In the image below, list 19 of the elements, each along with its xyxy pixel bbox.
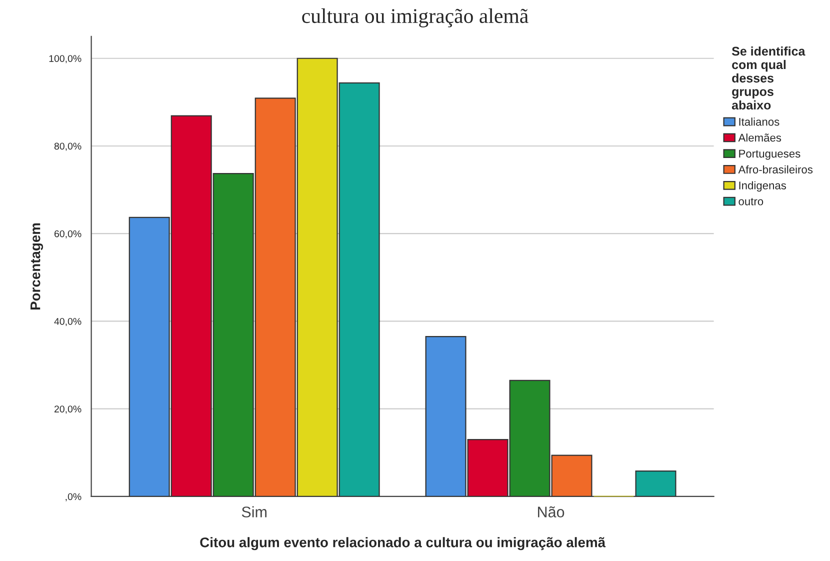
legend-label: Portugueses [739, 150, 800, 160]
legend-label: outro [738, 198, 764, 206]
legend-title: Se identifica com qual desses grupos abaixo [732, 46, 806, 110]
y-axis-title: Porcentagem [30, 223, 44, 310]
y-tick-label: 100,0% [49, 55, 82, 64]
y-tick-label: 60,0% [54, 230, 82, 238]
bar [635, 470, 676, 496]
x-tick-label: Não [538, 506, 564, 518]
y-tick-label: 20,0% [54, 406, 82, 414]
x-axis-title: Citou algum evento relacionado a cultura ou imigração alemã [200, 537, 606, 550]
legend-label: Alemães [738, 133, 782, 142]
legend-label: Indigenas [739, 181, 786, 192]
legend-label: Italianos [739, 118, 780, 126]
y-tick-label: 80,0% [54, 142, 82, 151]
chart-title: cultura ou imigração alemã [302, 8, 528, 28]
y-tick-label: 40,0% [54, 318, 82, 326]
x-tick-label: Sim [242, 506, 266, 518]
legend-label: Afro-brasileiros [738, 165, 813, 174]
y-tick-label: ,0% [66, 493, 82, 502]
